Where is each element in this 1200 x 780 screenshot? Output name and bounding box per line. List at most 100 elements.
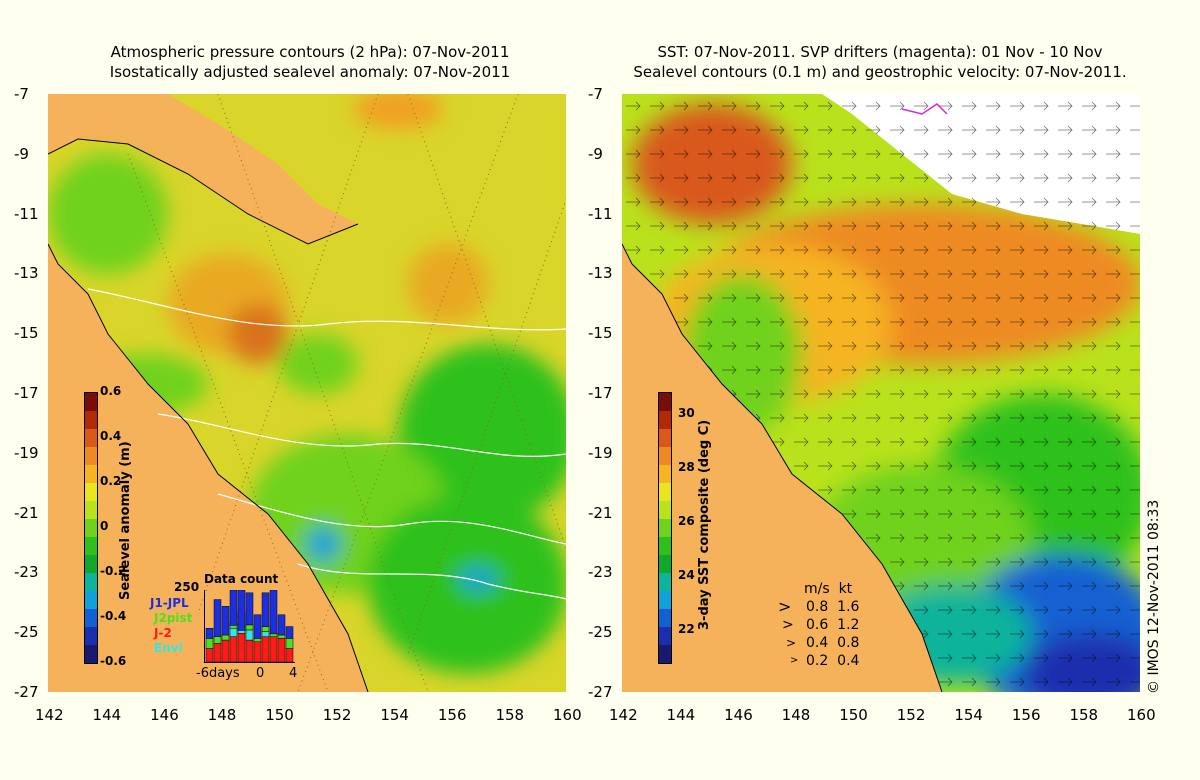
longitude-tick-left: 148 [207, 706, 237, 724]
colorbar-tick-label: 28 [678, 460, 695, 474]
latitude-tick-left: -27 [14, 683, 39, 701]
data-count-bar [277, 638, 286, 663]
data-count-xlabel-zero: 0 [256, 666, 265, 681]
colorbar-tick-label: -0.4 [100, 609, 127, 623]
longitude-tick-right: 158 [1069, 706, 1099, 724]
colorbar-swatch [659, 573, 671, 591]
colorbar-swatch [659, 609, 671, 627]
data-count-bar [229, 628, 238, 637]
colorbar-swatch [659, 483, 671, 501]
colorbar-swatch [85, 465, 97, 483]
latitude-tick-left: -21 [14, 503, 39, 522]
latitude-tick-left: -23 [14, 563, 39, 582]
velocity-legend-row: >0.4 0.8 [786, 635, 860, 651]
latitude-tick-left: -11 [14, 204, 39, 223]
data-count-bar [245, 592, 254, 626]
latitude-tick-right: -25 [588, 623, 613, 642]
latitude-tick-left: -15 [14, 324, 39, 343]
latitude-tick-left: -7 [14, 85, 29, 103]
data-count-bar [269, 589, 278, 635]
latitude-tick-right: -17 [588, 384, 613, 402]
data-count-chart [204, 589, 295, 663]
svp-drifter-track [901, 103, 948, 115]
colorbar-tick-label: -0.6 [100, 654, 127, 668]
colorbar-swatch [659, 429, 671, 447]
sst-colorbar [658, 392, 672, 664]
right-panel-title: SST: 07-Nov-2011. SVP drifters (magenta)… [600, 42, 1160, 82]
colorbar-swatch [85, 519, 97, 537]
data-count-bar [285, 648, 294, 663]
satellite-legend-item: J2pist [154, 611, 193, 625]
colorbar-tick-label: 26 [678, 514, 695, 528]
colorbar-swatch [659, 393, 671, 411]
sst-colorbar-label: 3-day SST composite (deg C) [697, 419, 712, 630]
data-count-bar [277, 634, 286, 639]
colorbar-swatch [659, 645, 671, 663]
data-count-bar [285, 638, 294, 649]
latitude-tick-right: -27 [588, 683, 613, 701]
data-count-bar [213, 636, 222, 644]
data-count-bar [229, 589, 238, 626]
colorbar-tick-label: 24 [678, 568, 695, 582]
colorbar-swatch [659, 627, 671, 645]
colorbar-tick-label: 30 [678, 406, 695, 420]
colorbar-swatch [85, 429, 97, 447]
velocity-arrow-icon: > [790, 655, 799, 666]
colorbar-swatch [659, 519, 671, 537]
colorbar-tick-label: 0 [100, 519, 109, 533]
longitude-tick-left: 160 [553, 706, 582, 724]
colorbar-swatch [659, 555, 671, 573]
australia-land-sst [622, 244, 942, 692]
data-count-bar [261, 636, 270, 663]
colorbar-tick-label: -0.2 [100, 564, 127, 578]
data-count-bar [261, 626, 270, 632]
longitude-tick-left: 150 [265, 706, 294, 724]
coastline [48, 243, 369, 692]
left-panel-title: Atmospheric pressure contours (2 hPa): 0… [50, 42, 570, 82]
colorbar-swatch [85, 393, 97, 411]
colorbar-swatch [85, 483, 97, 501]
sst-map [622, 94, 1140, 692]
colorbar-swatch [85, 591, 97, 609]
longitude-tick-right: 152 [896, 706, 926, 724]
data-count-bar [245, 629, 254, 641]
velocity-arrow-icon: > [786, 636, 797, 650]
imos-credit: © IMOS 12-Nov-2011 08:33 [1146, 499, 1162, 694]
data-count-bar [221, 606, 230, 636]
data-count-bar [269, 636, 278, 663]
latitude-tick-right: -23 [588, 563, 613, 582]
satellite-legend-item: J-2 [154, 626, 172, 640]
data-count-bar [213, 643, 222, 663]
latitude-tick-left: -19 [14, 443, 39, 462]
data-count-title: Data count [204, 572, 279, 586]
colorbar-swatch [85, 609, 97, 627]
velocity-legend-row: >0.2 0.4 [790, 653, 860, 669]
colorbar-swatch [85, 555, 97, 573]
left-title-line2: Isostatically adjusted sealevel anomaly:… [109, 63, 511, 81]
data-count-bar [229, 636, 238, 663]
colorbar-swatch [85, 501, 97, 519]
png-land [48, 94, 358, 244]
sealevel-anomaly-map [48, 94, 566, 692]
velocity-arrow-icon: > [782, 617, 794, 633]
longitude-tick-left: 156 [437, 706, 467, 724]
velocity-field [622, 94, 1140, 692]
colorbar-swatch [659, 465, 671, 483]
latitude-tick-left: -13 [14, 264, 39, 283]
velocity-legend-ms-header: m/s [804, 581, 830, 597]
data-count-bar [205, 648, 214, 663]
longitude-tick-left: 146 [150, 706, 179, 724]
pressure-contours [87, 288, 566, 600]
data-count-bar [221, 634, 230, 641]
right-title-line2: Sealevel contours (0.1 m) and geostrophi… [633, 63, 1127, 81]
data-count-bar [261, 631, 270, 637]
data-count-bar [237, 589, 246, 631]
colorbar-swatch [85, 447, 97, 465]
data-count-bar [221, 639, 230, 663]
velocity-legend-kt-header: kt [838, 581, 853, 597]
longitude-tick-left: 144 [92, 706, 122, 724]
data-count-bar [253, 614, 262, 639]
satellite-tracks [127, 94, 566, 692]
colorbar-tick-label: 0.6 [100, 384, 122, 398]
latitude-tick-left: -17 [14, 384, 39, 402]
